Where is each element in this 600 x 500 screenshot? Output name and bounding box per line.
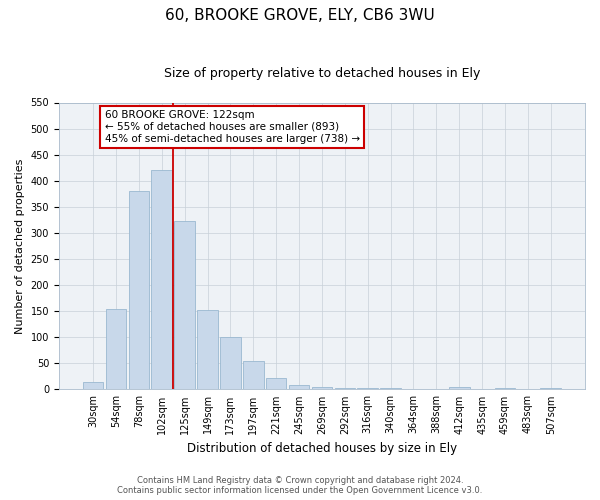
Bar (197, 310, 218, 390)
Bar (151, 170, 172, 390)
Y-axis label: Number of detached properties: Number of detached properties (15, 158, 25, 334)
Text: Contains HM Land Registry data © Crown copyright and database right 2024.
Contai: Contains HM Land Registry data © Crown c… (118, 476, 482, 495)
Bar (220, 338, 241, 390)
X-axis label: Distribution of detached houses by size in Ely: Distribution of detached houses by size … (187, 442, 457, 455)
Bar (541, 388, 561, 390)
Bar (495, 388, 515, 390)
Bar (266, 378, 286, 390)
Title: Size of property relative to detached houses in Ely: Size of property relative to detached ho… (164, 68, 480, 80)
Bar (311, 387, 332, 390)
Bar (175, 222, 195, 390)
Text: 60, BROOKE GROVE, ELY, CB6 3WU: 60, BROOKE GROVE, ELY, CB6 3WU (165, 8, 435, 22)
Bar (358, 388, 378, 390)
Bar (472, 389, 493, 390)
Bar (243, 360, 263, 390)
Bar (106, 308, 126, 390)
Bar (289, 386, 310, 390)
Bar (83, 382, 103, 390)
Bar (403, 389, 424, 390)
Bar (449, 388, 470, 390)
Text: 60 BROOKE GROVE: 122sqm
← 55% of detached houses are smaller (893)
45% of semi-d: 60 BROOKE GROVE: 122sqm ← 55% of detache… (104, 110, 359, 144)
Bar (128, 191, 149, 390)
Bar (380, 388, 401, 390)
Bar (518, 389, 538, 390)
Bar (335, 388, 355, 390)
